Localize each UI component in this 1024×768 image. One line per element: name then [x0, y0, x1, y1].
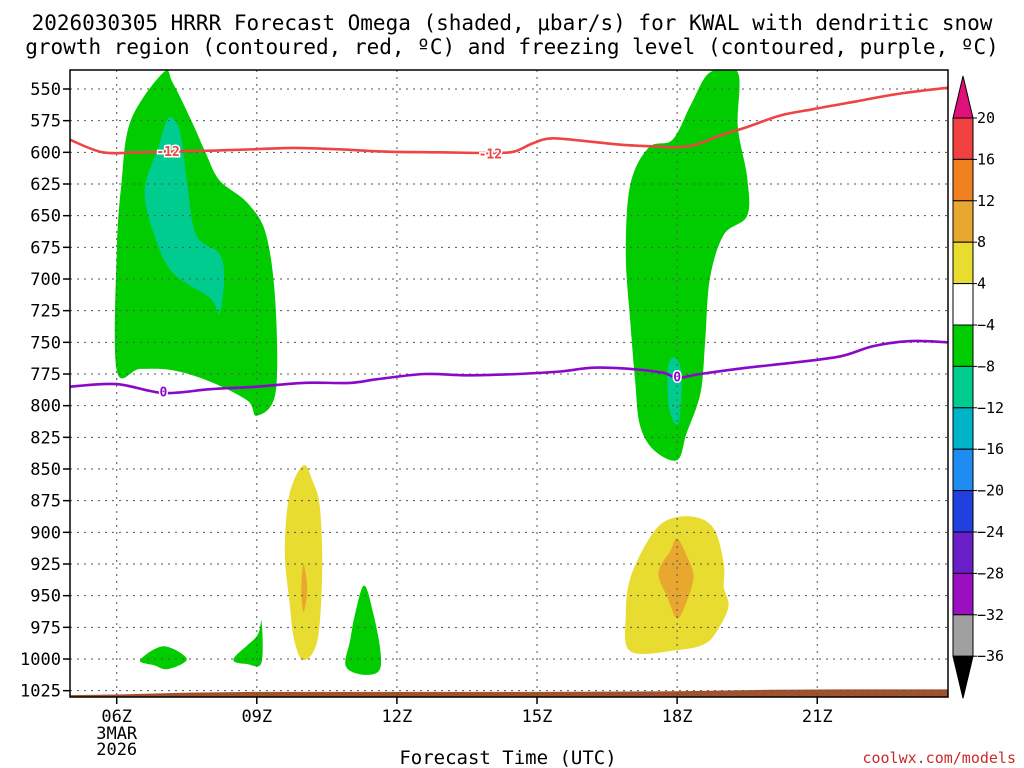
colorbar-tick-label-0: 20: [977, 109, 995, 127]
colorbar-swatch-2: [952, 200, 974, 243]
colorbar-swatch-4: [952, 283, 974, 326]
x-tick-label-21Z: 21Z: [802, 707, 833, 727]
colorbar-tick-label-13: −36: [977, 647, 1004, 665]
x-tick-label-06Z: 06Z: [101, 707, 132, 727]
y-tick-label-875: 875: [30, 492, 61, 512]
terrain-fill: [70, 689, 948, 697]
x-tick-sublabel-0: 3MAR: [96, 724, 138, 744]
x-tick-label-18Z: 18Z: [662, 707, 693, 727]
x-tick-label-12Z: 12Z: [382, 707, 413, 727]
colorbar-tick-label-4: 4: [977, 275, 986, 293]
colorbar-tick-label-9: −20: [977, 482, 1004, 500]
colorbar-tick-label-5: −4: [977, 316, 995, 334]
x-tick-label-15Z: 15Z: [522, 707, 553, 727]
y-tick-label-800: 800: [30, 397, 61, 417]
y-tick-label-550: 550: [30, 80, 61, 100]
dgz-top-contour-label-0: -12: [156, 145, 179, 160]
x-tick-label-09Z: 09Z: [241, 707, 272, 727]
colorbar-swatch-10: [952, 531, 974, 574]
colorbar-swatch-11: [952, 572, 974, 616]
colorbar-tick-label-6: −8: [977, 357, 995, 375]
plot-frame: [69, 69, 949, 698]
dgz-top-contour: [70, 86, 948, 155]
y-tick-label-900: 900: [30, 523, 61, 543]
y-tick-label-925: 925: [30, 555, 61, 575]
colorbar-swatch-3: [952, 241, 974, 285]
colorbar-over-triangle: [952, 75, 974, 119]
y-tick-label-700: 700: [30, 270, 61, 290]
pressure-axis: 550 575 600 625 650 675 700 725 750 775 800 825 850 8…: [20, 80, 70, 702]
chart-title-line-1: 2026030305 HRRR Forecast Omega (shaded, …: [32, 11, 993, 35]
freezing-level-contour-label-1: 0: [673, 371, 681, 386]
y-tick-label-1025: 1025: [20, 682, 61, 702]
colorbar-swatch-8: [952, 448, 974, 492]
y-tick-label-825: 825: [30, 428, 61, 448]
y-tick-label-850: 850: [30, 460, 61, 480]
colorbar-swatch-7: [952, 407, 974, 450]
freezing-level-contour: [70, 339, 948, 395]
colorbar-tick-label-1: 16: [977, 150, 995, 168]
colorbar: 20 16 12 8 4 −4 −8 −12 −16 −20 −24 −28 −32 −36: [952, 75, 1004, 699]
omega-region-2: [625, 70, 750, 461]
chart-title-line-2: growth region (contoured, red, ºC) and f…: [25, 35, 999, 59]
colorbar-tick-label-11: −28: [977, 564, 1004, 582]
colorbar-tick-label-7: −12: [977, 399, 1004, 417]
y-tick-label-625: 625: [30, 175, 61, 195]
omega-region-1: [144, 116, 225, 314]
colorbar-tick-label-10: −24: [977, 523, 1004, 541]
omega-shading-layer: [114, 70, 750, 675]
x-tick-sublabel-1: 2026: [96, 740, 137, 760]
colorbar-swatch-1: [952, 158, 974, 202]
colorbar-swatch-6: [952, 365, 974, 409]
omega-region-3: [667, 357, 682, 425]
omega-region-5: [233, 620, 263, 667]
y-tick-label-750: 750: [30, 333, 61, 353]
y-tick-label-1000: 1000: [20, 650, 61, 670]
y-tick-label-975: 975: [30, 618, 61, 638]
positive-omega-region-3: [658, 538, 694, 619]
omega-region-6: [345, 585, 382, 675]
credit-text: coolwx.com/models: [862, 749, 1016, 767]
colorbar-tick-label-2: 12: [977, 192, 995, 210]
colorbar-tick-label-8: −16: [977, 440, 1004, 458]
y-tick-label-950: 950: [30, 587, 61, 607]
y-tick-label-575: 575: [30, 112, 61, 132]
temperature-contour-layer: -12 -12 0 0: [70, 86, 948, 402]
colorbar-tick-label-12: −32: [977, 606, 1004, 624]
y-tick-label-600: 600: [30, 143, 61, 163]
positive-omega-region-0: [284, 464, 323, 661]
dgz-top-contour-label-1: -12: [479, 148, 502, 163]
y-tick-label-725: 725: [30, 302, 61, 322]
colorbar-swatch-5: [952, 324, 974, 367]
freezing-level-contour-label-0: 0: [159, 386, 167, 401]
omega-region-4: [139, 646, 187, 670]
colorbar-swatch-12: [952, 614, 974, 657]
colorbar-swatch-0: [952, 117, 974, 160]
terrain-layer: [70, 689, 948, 697]
positive-omega-region-1: [301, 564, 308, 613]
colorbar-swatch-9: [952, 490, 974, 533]
y-tick-label-775: 775: [30, 365, 61, 385]
colorbar-tick-label-3: 8: [977, 233, 986, 251]
colorbar-under-triangle: [952, 655, 974, 699]
x-axis-label: Forecast Time (UTC): [399, 747, 616, 768]
y-tick-label-675: 675: [30, 238, 61, 258]
y-tick-label-650: 650: [30, 207, 61, 227]
